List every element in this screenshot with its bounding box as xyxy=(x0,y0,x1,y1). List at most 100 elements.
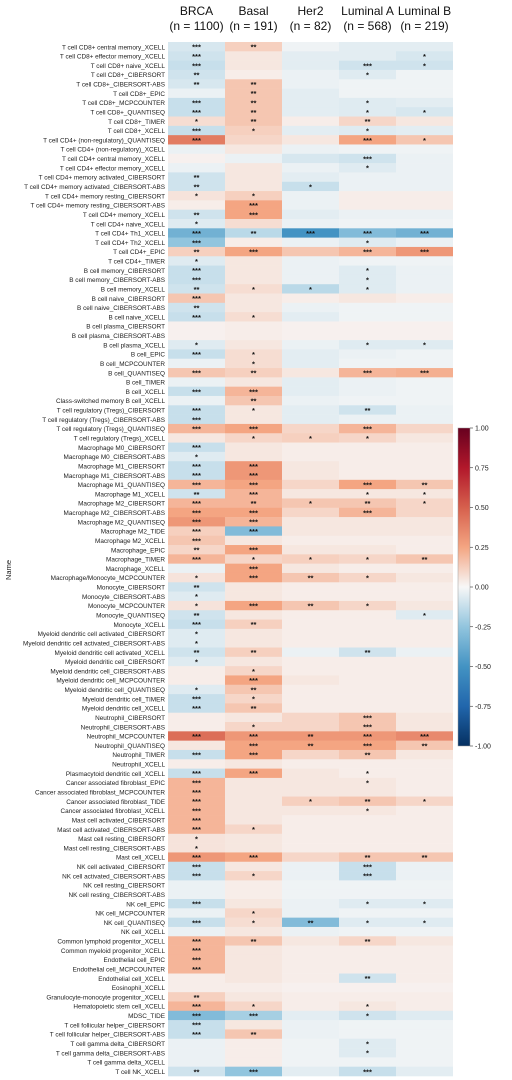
row-label: Class-switched memory B cell_XCELL xyxy=(56,398,165,405)
row-label: T cell gamma delta_XCELL xyxy=(87,1060,165,1067)
heatmap-cell xyxy=(396,163,453,173)
heatmap-cell xyxy=(339,144,396,155)
heatmap-cell xyxy=(225,600,282,611)
heatmap-cell xyxy=(282,917,339,928)
heatmap-cell xyxy=(339,340,396,350)
heatmap-cell xyxy=(339,433,396,443)
heatmap-cell xyxy=(225,172,282,183)
heatmap-cell xyxy=(225,656,282,667)
significance-stars: *** xyxy=(192,471,201,480)
row-label: Neutrophil_MCPCOUNTER xyxy=(87,734,166,741)
significance-stars: * xyxy=(195,574,198,583)
heatmap-cell xyxy=(225,358,282,369)
heatmap-cell xyxy=(396,917,453,928)
significance-stars: * xyxy=(366,769,369,778)
significance-stars: * xyxy=(366,574,369,583)
heatmap-cell xyxy=(225,1057,282,1067)
heatmap-cell xyxy=(396,489,453,499)
heatmap-cell xyxy=(282,787,339,797)
heatmap-cell xyxy=(282,153,339,164)
significance-stars: * xyxy=(195,834,198,843)
row-label: Macrophage M2_XCELL xyxy=(95,538,165,545)
heatmap-cell xyxy=(225,954,282,965)
significance-stars: *** xyxy=(192,480,201,489)
significance-stars: * xyxy=(309,182,312,191)
significance-stars: ** xyxy=(365,406,371,415)
heatmap-cell xyxy=(396,116,453,127)
heatmap-cell xyxy=(225,135,282,145)
heatmap-cell xyxy=(168,535,225,546)
heatmap-cell xyxy=(339,209,396,220)
heatmap-cell xyxy=(339,479,396,490)
row-label: Monocyte_CIBERSORT xyxy=(97,585,166,592)
heatmap-cell xyxy=(339,172,396,183)
significance-stars: * xyxy=(252,918,255,927)
heatmap-cell xyxy=(168,880,225,890)
row-label: Endothelial cell_MCPCOUNTER xyxy=(73,966,166,973)
heatmap-cell xyxy=(282,628,339,639)
heatmap-cell xyxy=(396,451,453,462)
row-label: T cell CD4+ memory activated_CIBERSORT-A… xyxy=(24,184,165,191)
row-label: T cell CD4+ Th1_XCELL xyxy=(95,231,165,238)
significance-stars: * xyxy=(423,341,426,350)
heatmap-cell xyxy=(168,237,225,248)
heatmap-cell xyxy=(282,479,339,490)
significance-stars: *** xyxy=(192,704,201,713)
heatmap-cell xyxy=(282,535,339,546)
heatmap-cell xyxy=(225,349,282,360)
heatmap-cell xyxy=(168,302,225,313)
heatmap-cell xyxy=(168,517,225,527)
heatmap-cell xyxy=(339,619,396,630)
heatmap-cell xyxy=(168,79,225,89)
heatmap-cell xyxy=(168,218,225,229)
significance-stars: * xyxy=(366,276,369,285)
significance-stars: *** xyxy=(363,732,372,741)
significance-stars: ** xyxy=(365,499,371,508)
heatmap-cell xyxy=(282,954,339,965)
heatmap-cell xyxy=(168,805,225,816)
significance-stars: * xyxy=(366,490,369,499)
heatmap-cell xyxy=(339,1001,396,1012)
heatmap-cell xyxy=(282,414,339,425)
heatmap-cell xyxy=(282,796,339,807)
heatmap-cell xyxy=(339,284,396,294)
heatmap-cell xyxy=(396,824,453,835)
heatmap-cell xyxy=(339,964,396,974)
heatmap-cell xyxy=(168,423,225,434)
heatmap-cell xyxy=(396,181,453,192)
heatmap-cell xyxy=(168,796,225,807)
significance-stars: *** xyxy=(363,61,372,70)
heatmap-cell xyxy=(339,451,396,462)
heatmap-cell xyxy=(396,759,453,769)
heatmap-cell xyxy=(282,600,339,611)
heatmap-cell xyxy=(339,1038,396,1049)
heatmap-cell xyxy=(225,246,282,257)
heatmap-cell xyxy=(225,992,282,1002)
heatmap-cell xyxy=(225,703,282,714)
heatmap-cell xyxy=(339,703,396,714)
heatmap-cell xyxy=(168,572,225,583)
heatmap-cell xyxy=(168,442,225,453)
heatmap-cell xyxy=(339,591,396,602)
significance-stars: * xyxy=(423,918,426,927)
heatmap-cell xyxy=(225,1010,282,1021)
significance-stars: ** xyxy=(194,490,200,499)
significance-stars: * xyxy=(252,555,255,564)
heatmap-cell xyxy=(282,647,339,658)
significance-stars: *** xyxy=(192,853,201,862)
significance-stars: * xyxy=(366,602,369,611)
significance-stars: ** xyxy=(251,704,257,713)
row-label: Neutrophil_QUANTISEQ xyxy=(95,743,165,750)
heatmap-cell xyxy=(396,703,453,714)
row-label: Macrophage_XCELL xyxy=(106,566,166,573)
heatmap-cell xyxy=(168,712,225,723)
row-label: Monocyte_MCPCOUNTER xyxy=(88,603,165,610)
heatmap-cell xyxy=(339,936,396,946)
significance-stars: *** xyxy=(192,965,201,974)
significance-stars: *** xyxy=(192,369,201,378)
heatmap-cell xyxy=(225,1020,282,1030)
heatmap-cell xyxy=(225,1029,282,1040)
heatmap-cell xyxy=(339,880,396,890)
heatmap-cell xyxy=(168,1057,225,1067)
heatmap-cell xyxy=(339,656,396,667)
